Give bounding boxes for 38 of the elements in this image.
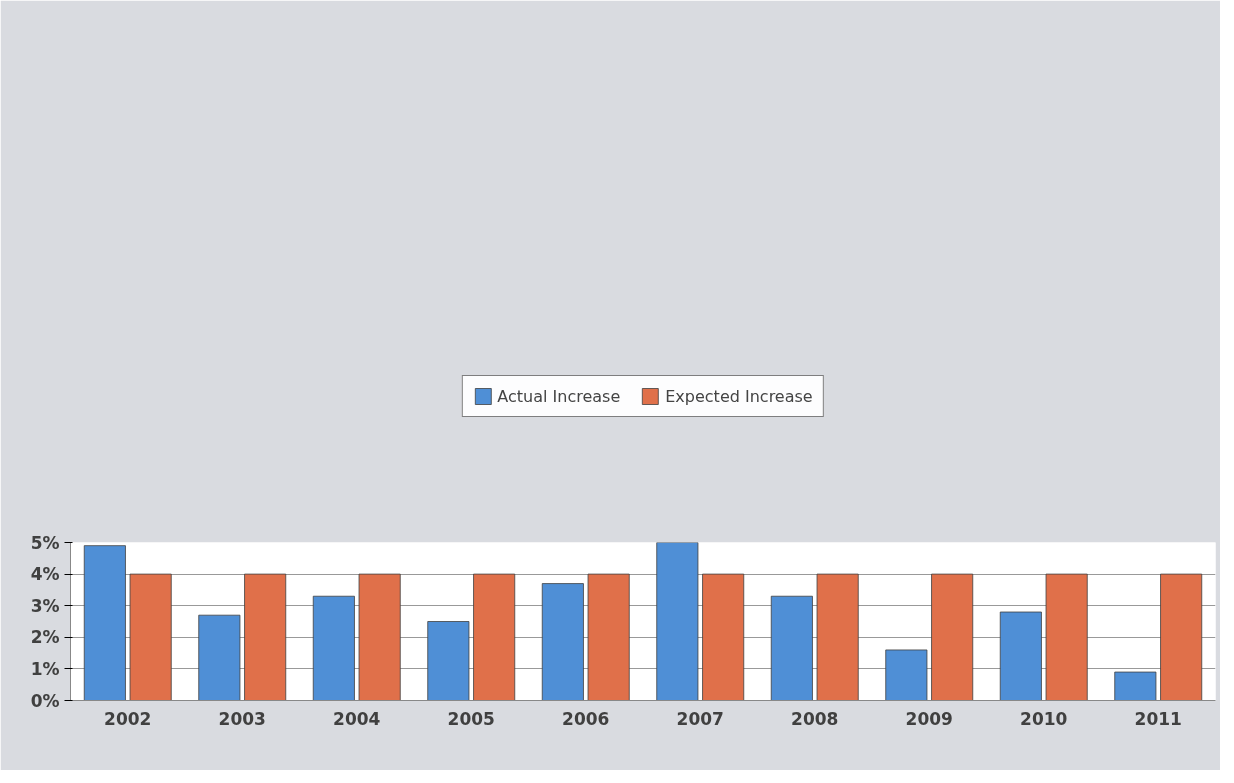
x-tick-label: 2005	[447, 708, 495, 729]
x-tick-label: 2010	[1020, 708, 1068, 729]
bar	[816, 573, 859, 701]
y-tick-label: 3%	[30, 595, 60, 616]
y-tick-label: 0%	[30, 690, 60, 711]
y-tick-label: 1%	[30, 658, 60, 679]
bar	[931, 573, 974, 701]
bar	[885, 649, 928, 701]
bar	[244, 573, 287, 701]
bar	[702, 573, 745, 701]
legend-label: Expected Increase	[665, 386, 813, 406]
bar	[198, 614, 241, 701]
x-tick-label: 2011	[1134, 708, 1182, 729]
y-tick-label: 5%	[30, 532, 60, 553]
bar	[656, 542, 699, 701]
x-tick-label: 2003	[218, 708, 266, 729]
legend-label: Actual Increase	[497, 386, 621, 406]
bar	[770, 595, 813, 701]
bar	[587, 573, 630, 701]
bar	[1045, 573, 1088, 701]
bar	[1114, 671, 1157, 701]
x-tick-label: 2008	[791, 708, 839, 729]
x-tick-label: 2004	[333, 708, 381, 729]
bar	[358, 573, 401, 701]
bar	[541, 583, 584, 701]
bar	[1160, 573, 1203, 701]
y-tick-label: 2%	[30, 627, 60, 648]
bar	[129, 573, 172, 701]
bar	[427, 621, 470, 701]
bar	[473, 573, 516, 701]
x-tick-label: 2002	[104, 708, 152, 729]
x-tick-label: 2009	[905, 708, 953, 729]
bar	[83, 545, 126, 701]
bar	[999, 611, 1042, 701]
y-tick-label: 4%	[30, 564, 60, 585]
x-tick-label: 2007	[676, 708, 724, 729]
x-tick-label: 2006	[562, 708, 610, 729]
bar	[312, 595, 355, 701]
